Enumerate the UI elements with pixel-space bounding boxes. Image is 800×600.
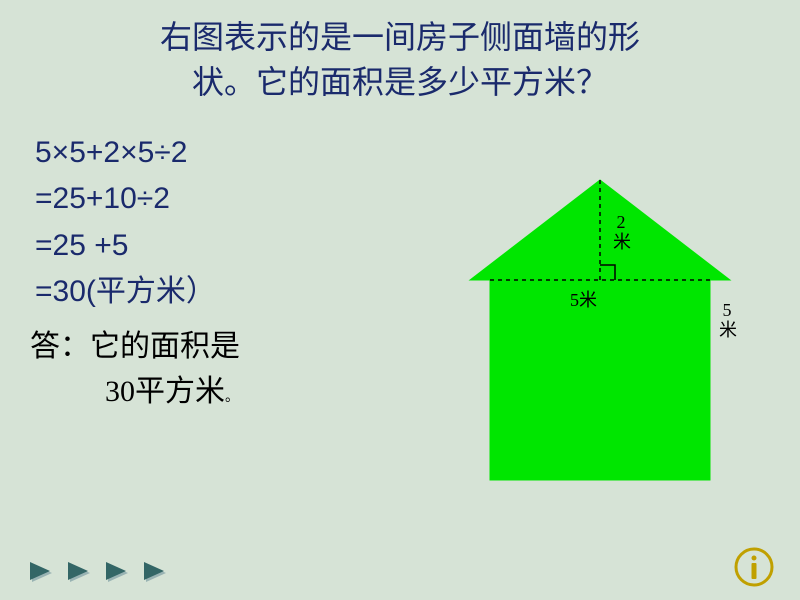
answer-value: 30平方米 — [105, 375, 225, 408]
answer-period: 。 — [225, 390, 239, 405]
play-icon — [103, 559, 131, 583]
play-icon — [141, 559, 169, 583]
label-square-height: 5米 — [714, 300, 740, 338]
title-line2: 状。它的面积是多少平方米？ — [192, 64, 608, 100]
nav-next-button-3[interactable] — [101, 557, 133, 585]
nav-next-button-4[interactable] — [139, 557, 171, 585]
nav-button-group — [25, 557, 171, 585]
house-svg — [450, 170, 750, 510]
title-line1: 右图表示的是一间房子侧面墙的形 — [160, 19, 640, 55]
play-icon — [65, 559, 93, 583]
label-triangle-height: 2米 — [608, 212, 634, 250]
nav-next-button-1[interactable] — [25, 557, 57, 585]
nav-next-button-2[interactable] — [63, 557, 95, 585]
house-diagram: 2米 5米 5米 — [450, 170, 750, 510]
info-button[interactable] — [733, 546, 775, 588]
slide: 右图表示的是一间房子侧面墙的形 状。它的面积是多少平方米？ 5×5+2×5÷2 … — [0, 0, 800, 600]
info-icon — [733, 546, 775, 588]
label-square-width: 5米 — [570, 286, 597, 312]
play-icon — [27, 559, 55, 583]
problem-title: 右图表示的是一间房子侧面墙的形 状。它的面积是多少平方米？ — [30, 15, 770, 105]
